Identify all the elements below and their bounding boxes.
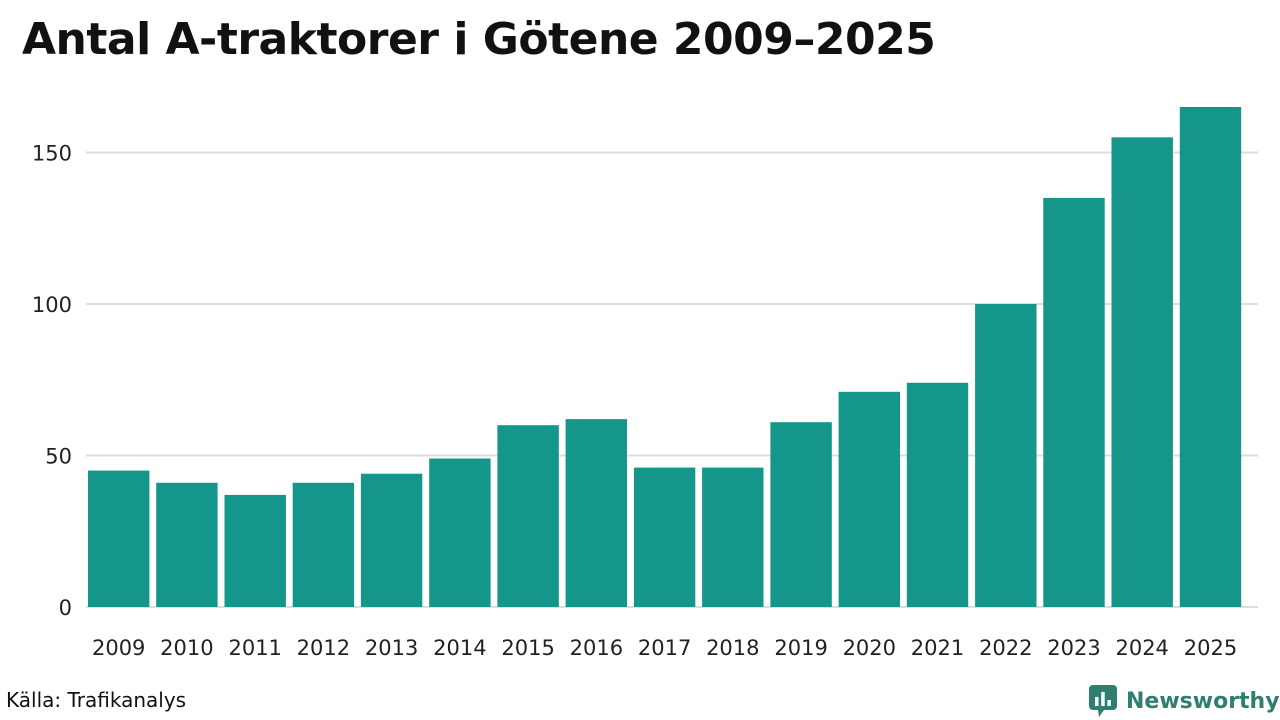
y-tick-label: 0 [59,596,72,620]
bar-2022 [975,304,1037,607]
x-tick-label: 2013 [365,636,418,660]
bar-2009 [88,470,150,607]
bar-2011 [224,494,286,607]
x-tick-label: 2023 [1047,636,1100,660]
bar-2015 [497,425,559,607]
x-tick-label: 2009 [92,636,145,660]
x-tick-label: 2025 [1184,636,1237,660]
bar-2023 [1043,197,1105,607]
y-tick-label: 150 [32,141,72,165]
x-tick-label: 2015 [501,636,554,660]
x-tick-label: 2016 [570,636,623,660]
y-axis-ticks: 0 50 100 150 [32,141,72,620]
x-tick-label: 2024 [1115,636,1168,660]
y-tick-label: 100 [32,293,72,317]
newsworthy-logo-icon [1089,685,1117,717]
x-tick-label: 2017 [638,636,691,660]
bar-2013 [360,473,423,607]
x-tick-label: 2010 [160,636,213,660]
bar-2025 [1179,107,1242,607]
bar-2017 [633,467,696,607]
x-tick-label: 2019 [774,636,827,660]
x-axis-ticks: 2009 2010 2011 2012 2013 2014 2015 2016 2017 2018… [92,636,1237,660]
x-tick-label: 2021 [911,636,964,660]
bar-2019 [770,422,832,607]
source-note: Källa: Trafikanalys [6,688,187,712]
x-tick-label: 2018 [706,636,759,660]
bar-2018 [702,467,764,607]
y-tick-label: 50 [45,444,72,468]
x-tick-label: 2014 [433,636,486,660]
x-tick-label: 2022 [979,636,1032,660]
x-tick-label: 2020 [843,636,896,660]
bars [88,107,1242,608]
x-tick-label: 2012 [297,636,350,660]
bar-2016 [565,419,627,607]
bar-2024 [1111,137,1173,608]
x-tick-label: 2011 [228,636,281,660]
bar-2012 [292,482,355,607]
brand-logo: Newsworthy [1088,684,1280,718]
brand-name: Newsworthy [1126,688,1280,714]
bar-2014 [429,458,491,607]
bar-2020 [838,391,900,607]
chart-title: Antal A-traktorer i Götene 2009–2025 [22,14,936,65]
bar-2010 [156,482,218,607]
bar-2021 [906,382,969,607]
